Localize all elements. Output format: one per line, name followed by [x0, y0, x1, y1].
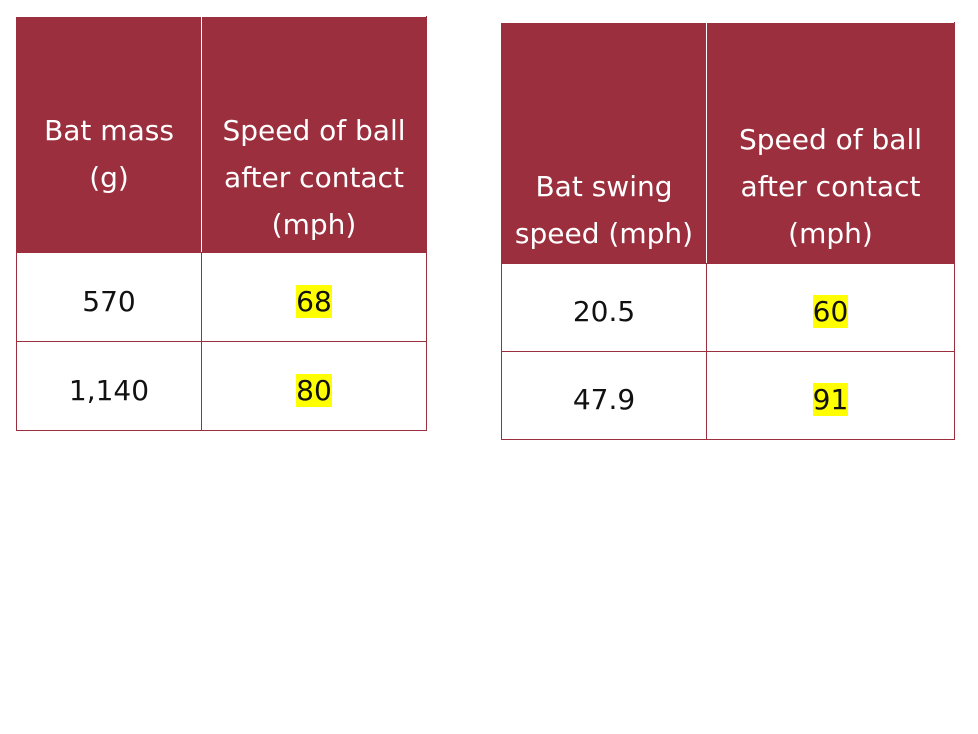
table-cell: 570	[16, 252, 202, 342]
table-row: 570 68	[16, 252, 427, 342]
data-table: Bat swing speed (mph) Speed of ball after…	[501, 22, 955, 440]
header-cell: Bat swing speed (mph)	[501, 22, 707, 264]
highlighted-value: 68	[296, 284, 332, 318]
cell-value: 1,140	[68, 373, 150, 407]
cell-value: 570	[82, 284, 136, 318]
table-cell: 20.5	[501, 263, 707, 352]
highlighted-value: 80	[296, 373, 332, 407]
table-cell: 60	[706, 263, 955, 352]
header-cell: Speed of ball after contact (mph)	[201, 16, 427, 253]
header-cell: Bat mass (g)	[16, 16, 202, 253]
table-cell: 68	[201, 252, 427, 342]
table-cell: 1,140	[16, 341, 202, 431]
table-row: 1,140 80	[16, 341, 427, 431]
table-row: 20.5 60	[501, 263, 955, 352]
data-table: Bat mass (g) Speed of ball after contact …	[16, 16, 427, 431]
highlighted-value: 91	[812, 383, 849, 416]
table-cell: 47.9	[501, 351, 707, 440]
cell-value: 47.9	[572, 383, 636, 416]
cell-value: 20.5	[572, 295, 636, 328]
table-row: 47.9 91	[501, 351, 955, 440]
header-row: Bat swing speed (mph) Speed of ball after…	[501, 22, 955, 264]
header-row: Bat mass (g) Speed of ball after contact …	[16, 16, 427, 253]
highlighted-value: 60	[812, 295, 849, 328]
header-cell: Speed of ball after contact (mph)	[706, 22, 955, 264]
table-cell: 91	[706, 351, 955, 440]
table-cell: 80	[201, 341, 427, 431]
